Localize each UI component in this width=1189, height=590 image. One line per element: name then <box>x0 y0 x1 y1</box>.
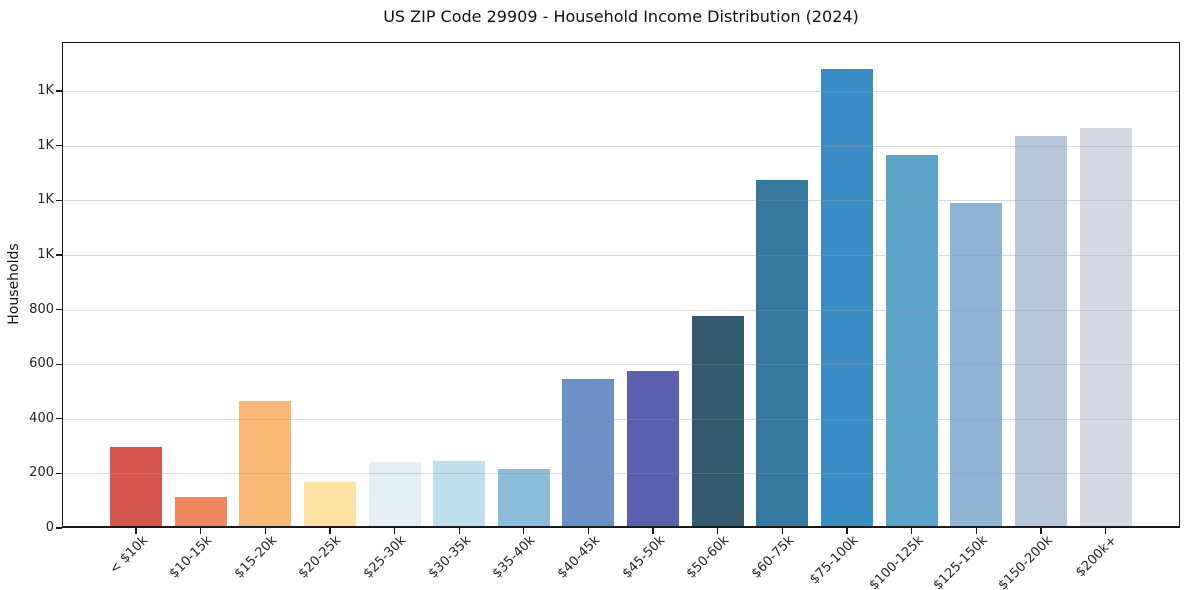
y-tick-label: 200 <box>29 465 54 481</box>
x-tick-label: $125-150k <box>930 533 991 590</box>
x-tick-label: $150-200k <box>995 533 1056 590</box>
y-tick-mark <box>56 472 62 475</box>
x-tick-mark <box>199 528 202 534</box>
x-tick-mark <box>458 528 460 534</box>
x-tick-label: $40-45k <box>554 533 604 582</box>
x-tick-label: $75-100k <box>807 533 862 588</box>
x-tick-mark <box>523 528 525 534</box>
x-tick-mark <box>329 528 331 534</box>
x-tick-mark <box>587 528 590 534</box>
plot-axes-border <box>62 42 1180 528</box>
x-tick-label: $30-35k <box>425 533 474 582</box>
y-tick-mark <box>56 308 62 311</box>
x-tick-label: $10-15k <box>166 533 216 582</box>
x-tick-label: $35-40k <box>489 533 539 582</box>
x-tick-mark <box>393 528 396 534</box>
x-tick-mark <box>264 528 266 534</box>
x-tick-mark <box>1104 528 1107 534</box>
x-tick-mark <box>911 528 913 534</box>
y-tick-mark <box>56 90 62 92</box>
y-tick-mark <box>56 145 62 147</box>
x-tick-label: $45-50k <box>619 533 668 582</box>
x-tick-mark <box>975 528 977 534</box>
y-tick-mark <box>56 199 62 201</box>
x-tick-label: $20-25k <box>296 533 345 582</box>
x-tick-label: $15-20k <box>231 533 280 582</box>
x-tick-label: $25-30k <box>360 533 410 582</box>
y-tick-label: 0 <box>45 520 54 535</box>
x-tick-mark <box>135 528 137 534</box>
chart-title: US ZIP Code 29909 - Household Income Dis… <box>383 7 859 26</box>
y-tick-label: 1K <box>37 192 54 208</box>
x-tick-label: $200k+ <box>1073 533 1121 581</box>
y-tick-label: 600 <box>29 356 54 372</box>
y-tick-label: 800 <box>29 301 54 317</box>
x-tick-label: $50-60k <box>683 533 733 582</box>
y-tick-mark <box>56 363 62 365</box>
y-tick-mark <box>56 254 62 256</box>
x-tick-mark <box>717 528 719 534</box>
x-tick-mark <box>846 528 848 534</box>
x-tick-label: $60-75k <box>748 533 798 582</box>
y-tick-label: 1K <box>37 246 54 262</box>
y-tick-label: 400 <box>29 410 54 426</box>
y-tick-mark <box>56 527 62 529</box>
x-tick-mark <box>1040 528 1042 534</box>
x-tick-label: < $10k <box>106 533 151 578</box>
y-tick-label: 1K <box>37 137 54 153</box>
y-tick-label: 1K <box>37 83 54 99</box>
x-tick-label: $100-125k <box>866 533 927 590</box>
y-tick-mark <box>56 418 62 420</box>
x-tick-mark <box>652 528 654 534</box>
x-tick-mark <box>781 528 784 534</box>
